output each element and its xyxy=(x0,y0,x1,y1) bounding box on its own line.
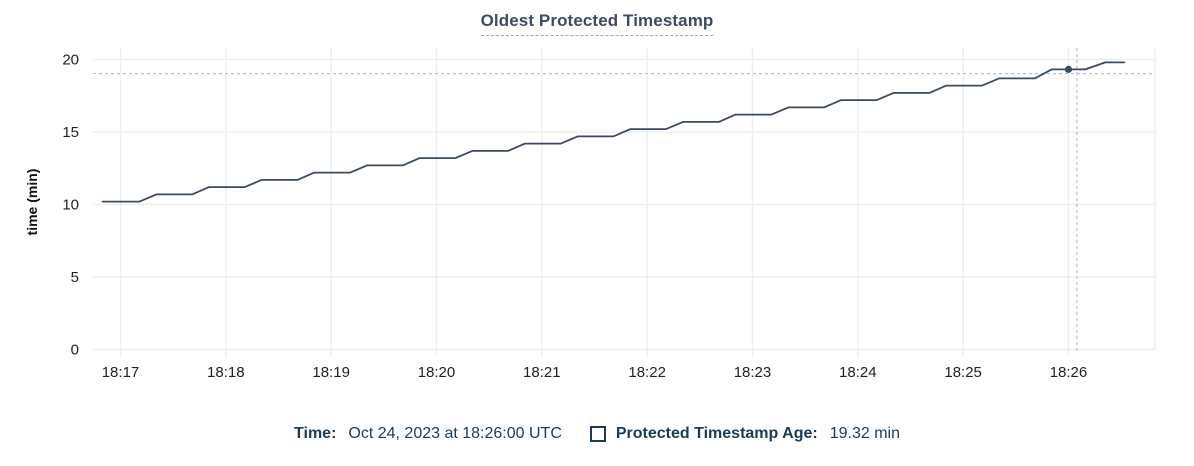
x-tick-label: 18:18 xyxy=(207,364,245,381)
chart-legend: Time: Oct 24, 2023 at 18:26:00 UTC Prote… xyxy=(0,424,1194,444)
y-tick-label: 15 xyxy=(62,124,79,141)
x-tick-label: 18:25 xyxy=(944,364,982,381)
y-tick-label: 0 xyxy=(71,342,79,359)
x-tick-label: 18:22 xyxy=(628,364,666,381)
series-line-protected-timestamp-age xyxy=(101,61,1126,203)
legend-time-value: Oct 24, 2023 at 18:26:00 UTC xyxy=(348,425,562,442)
x-tick-label: 18:21 xyxy=(523,364,561,381)
x-tick-label: 18:24 xyxy=(839,364,877,381)
x-tick-label: 18:23 xyxy=(734,364,772,381)
legend-series-value: 19.32 min xyxy=(829,425,900,442)
series-toggle-checkbox[interactable] xyxy=(589,426,606,442)
legend-time-label: Time: xyxy=(294,425,337,442)
y-tick-label: 5 xyxy=(71,269,79,286)
chart-title[interactable]: Oldest Protected Timestamp xyxy=(480,11,714,36)
x-tick-label: 18:19 xyxy=(312,364,350,381)
x-tick-label: 18:20 xyxy=(418,364,456,381)
x-tick-label: 18:26 xyxy=(1050,364,1088,381)
y-tick-label: 20 xyxy=(62,52,79,69)
line-chart-plot-area[interactable]: 0 5 10 15 20 18:17 18:18 18:19 18:20 18:21 18:22 18… xyxy=(0,0,1194,400)
hover-data-point xyxy=(1064,65,1073,73)
chart-title-row: Oldest Protected Timestamp xyxy=(0,11,1194,36)
legend-series-label: Protected Timestamp Age: xyxy=(615,425,818,442)
y-tick-label: 10 xyxy=(62,197,79,214)
x-tick-label: 18:17 xyxy=(102,364,140,381)
